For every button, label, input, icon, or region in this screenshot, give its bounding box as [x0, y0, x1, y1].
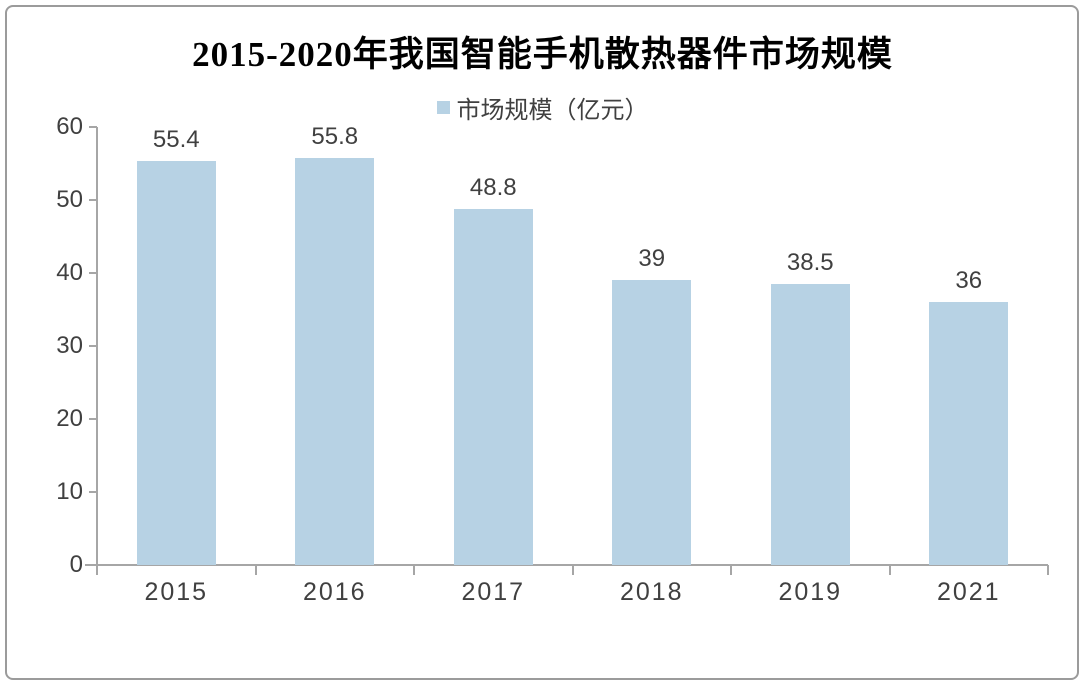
- x-axis-category-label-2016: 2016: [302, 578, 367, 606]
- y-axis-tick-label: 10: [56, 478, 83, 505]
- bar-value-label-2017: 48.8: [469, 173, 517, 201]
- legend-label: 市场规模（亿元）: [456, 97, 649, 124]
- x-axis-category-label-2021: 2021: [936, 578, 1001, 606]
- y-axis-tick: [89, 199, 97, 201]
- x-axis-category-label-2018: 2018: [619, 578, 684, 606]
- y-axis-tick-label: 30: [56, 332, 83, 359]
- legend: 市场规模（亿元）: [0, 90, 1085, 125]
- bar-2019: [770, 283, 850, 565]
- y-axis-tick-label: 20: [56, 405, 83, 432]
- x-axis-tick: [571, 565, 574, 575]
- chart-title: 2015-2020年我国智能手机散热器件市场规模: [192, 35, 893, 74]
- y-axis-tick-label: 40: [56, 259, 83, 286]
- bar-2016: [295, 157, 375, 565]
- bar-value-label-2015: 55.4: [152, 125, 200, 153]
- bar-value-label-2018: 39: [638, 245, 666, 273]
- plot-area: 0 10 20 30 40 50 60 55.4 2015 55.8 2016 48.8 2017 39…: [56, 113, 1049, 606]
- x-axis-tick: [413, 565, 415, 575]
- y-axis-tick: [89, 491, 97, 493]
- y-axis-tick: [89, 272, 97, 274]
- bar-value-label-2021: 36: [955, 267, 983, 295]
- y-axis-tick: [89, 126, 97, 128]
- bar-2018: [612, 280, 692, 565]
- y-axis-tick: [89, 345, 97, 347]
- x-axis-tick: [888, 565, 891, 575]
- y-axis-line: [96, 127, 98, 565]
- x-axis-tick: [730, 565, 732, 575]
- x-axis-category-label-2017: 2017: [461, 578, 526, 606]
- y-axis-tick: [89, 418, 97, 420]
- x-axis-tick: [254, 565, 257, 575]
- bar-2021: [929, 302, 1009, 565]
- y-axis-tick-label: 60: [56, 113, 83, 140]
- x-axis-category-label-2019: 2019: [778, 578, 843, 606]
- x-axis-category-label-2015: 2015: [144, 578, 209, 606]
- y-axis-tick: [89, 564, 97, 566]
- y-axis-tick-label: 50: [56, 186, 83, 213]
- x-axis-line: [85, 564, 1048, 566]
- bar-2017: [453, 208, 533, 565]
- x-axis-tick: [96, 565, 98, 575]
- y-axis-tick-label: 0: [69, 551, 83, 578]
- x-axis-tick: [1047, 565, 1049, 575]
- bar-value-label-2016: 55.8: [311, 122, 359, 150]
- bar-value-label-2019: 38.5: [786, 248, 834, 276]
- bar-2015: [136, 160, 216, 565]
- legend-swatch-icon: [436, 101, 450, 114]
